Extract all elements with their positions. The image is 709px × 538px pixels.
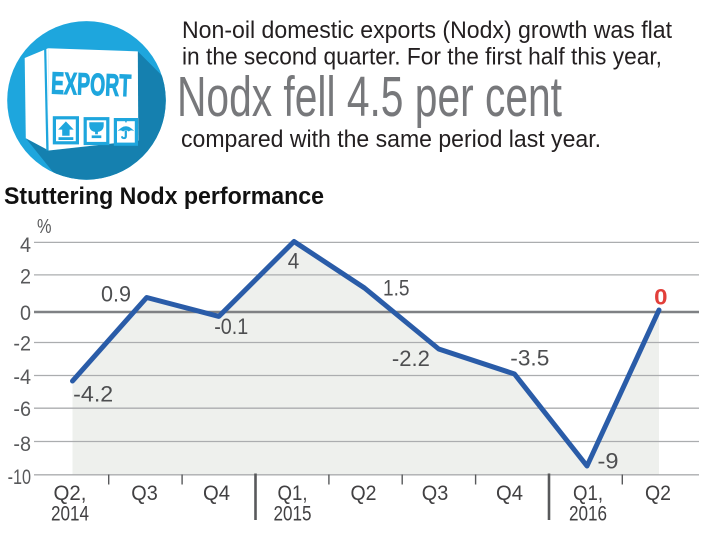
svg-text:-4: -4 xyxy=(13,365,31,389)
svg-text:Q3: Q3 xyxy=(131,482,158,505)
svg-text:Stuttering Nodx performance: Stuttering Nodx performance xyxy=(4,183,324,210)
svg-text:-8: -8 xyxy=(13,432,31,456)
svg-text:Q2: Q2 xyxy=(351,482,377,505)
svg-text:-2: -2 xyxy=(13,332,31,356)
svg-text:-0.1: -0.1 xyxy=(214,314,248,339)
svg-text:-9: -9 xyxy=(598,449,619,474)
svg-text:Q1,: Q1, xyxy=(278,482,308,505)
svg-text:Q4: Q4 xyxy=(496,482,523,505)
svg-text:Q2,: Q2, xyxy=(54,482,87,505)
svg-text:0.9: 0.9 xyxy=(101,281,131,306)
svg-text:-3.5: -3.5 xyxy=(510,345,549,370)
svg-text:-6: -6 xyxy=(13,397,31,421)
svg-text:Q2: Q2 xyxy=(645,482,671,505)
svg-text:%: % xyxy=(37,216,52,238)
svg-text:Nodx fell 4.5 per cent: Nodx fell 4.5 per cent xyxy=(177,65,562,129)
svg-text:EXPORT: EXPORT xyxy=(51,66,132,104)
svg-text:Q4: Q4 xyxy=(203,482,230,505)
svg-text:4: 4 xyxy=(20,233,31,257)
svg-text:-4.2: -4.2 xyxy=(73,382,113,407)
svg-text:2016: 2016 xyxy=(569,503,607,526)
svg-text:-2.2: -2.2 xyxy=(392,346,430,371)
svg-text:Q3: Q3 xyxy=(422,482,449,505)
svg-text:Non-oil domestic exports (Nodx: Non-oil domestic exports (Nodx) growth w… xyxy=(182,17,672,44)
svg-text:2: 2 xyxy=(20,265,31,289)
svg-text:1.5: 1.5 xyxy=(383,275,410,300)
svg-text:in the second quarter. For the: in the second quarter. For the first hal… xyxy=(182,44,662,71)
svg-text:Q1,: Q1, xyxy=(573,482,603,505)
svg-text:0: 0 xyxy=(654,285,667,310)
svg-text:2014: 2014 xyxy=(51,503,89,526)
svg-text:compared with the same period: compared with the same period last year. xyxy=(181,126,601,153)
svg-text:-10: -10 xyxy=(8,465,31,489)
svg-text:2015: 2015 xyxy=(274,503,312,526)
svg-text:4: 4 xyxy=(288,248,300,273)
svg-text:0: 0 xyxy=(20,301,31,325)
